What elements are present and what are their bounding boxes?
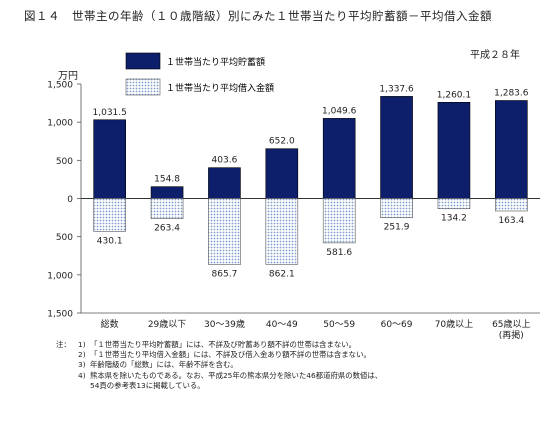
x-category-label: 40～49 bbox=[266, 320, 298, 330]
x-category-sublabel: (再掲) bbox=[499, 330, 524, 340]
year-label: 平成２８年 bbox=[470, 50, 520, 61]
savings-bar bbox=[150, 186, 184, 199]
borrowing-bar bbox=[380, 198, 413, 219]
savings-bar bbox=[208, 167, 241, 199]
y-tick-label: 1,500 bbox=[47, 81, 73, 91]
borrowing-value-label: 430.1 bbox=[97, 236, 123, 246]
savings-value-label: 1,337.6 bbox=[379, 84, 414, 94]
y-tick-label: 1,000 bbox=[47, 119, 73, 129]
borrowing-bar bbox=[150, 198, 184, 219]
savings-value-label: 652.0 bbox=[269, 137, 295, 147]
footnote-row: 3) 年齢階級の「総数」には、年齢不詳を含む。 bbox=[56, 360, 382, 370]
y-tick-label: 1,000 bbox=[47, 271, 73, 281]
chart-title: 図１４ 世帯主の年齢（１０歳階級）別にみた１世帯当たり平均貯蓄額－平均借入金額 bbox=[24, 9, 492, 23]
x-category-label: 29歳以下 bbox=[148, 318, 186, 330]
footnote-num bbox=[78, 381, 90, 391]
x-category-label: 30～39歳 bbox=[204, 318, 245, 330]
footnote-num: 1) bbox=[78, 340, 86, 349]
footnote-text: 熊本県を除いたものである。なお、平成25年の熊本県分を除いた46都道府県の数値は… bbox=[90, 370, 383, 380]
savings-bars bbox=[93, 96, 528, 199]
y-tick-label: 0 bbox=[67, 195, 73, 205]
savings-bar bbox=[265, 148, 299, 199]
x-category-label: 総数 bbox=[101, 318, 119, 330]
borrowing-value-label: 163.4 bbox=[498, 216, 524, 226]
footnote-row: 54頁の参考表13に掲載している。 bbox=[56, 381, 382, 391]
x-category-label: 60～69 bbox=[381, 320, 413, 330]
savings-bar bbox=[437, 102, 471, 199]
value-labels: 1,031.5 430.1 総数 154.8 263.4 29歳以下 403.6 865.7 3… bbox=[93, 84, 531, 340]
x-category-label: 50～59 bbox=[323, 320, 355, 330]
footnote-text: 「１世帯当たり平均貯蓄額」には、不詳及び貯蓄あり額不詳の世帯は含まない。 bbox=[90, 340, 357, 349]
savings-value-label: 1,283.6 bbox=[494, 89, 529, 99]
legend-borrowing-label: １世帯当たり平均借入金額 bbox=[166, 82, 274, 94]
savings-value-label: 1,260.1 bbox=[437, 90, 471, 100]
borrowing-value-label: 251.9 bbox=[384, 223, 410, 233]
borrowing-value-label: 134.2 bbox=[441, 214, 467, 224]
borrowing-bar bbox=[265, 198, 299, 265]
footnote-text: 「１世帯当たり平均借入金額」には、不詳及び借入金あり額不詳の世帯は含まない。 bbox=[90, 350, 371, 360]
savings-value-label: 403.6 bbox=[212, 156, 238, 166]
y-tick-label: 500 bbox=[56, 157, 73, 167]
legend: １世帯当たり平均貯蓄額 １世帯当たり平均借入金額 bbox=[125, 52, 274, 96]
bar-chart: 1,500 1,000 500 0 500 1,000 1,500 1,031.5 430.1… bbox=[47, 52, 540, 340]
borrowing-bar bbox=[437, 198, 471, 210]
footnote-num: 4) bbox=[78, 370, 86, 380]
y-tick-label: 1,500 bbox=[47, 310, 73, 320]
footnote-lead: 注： bbox=[56, 340, 71, 349]
savings-value-label: 154.8 bbox=[154, 175, 180, 185]
y-tick-label: 500 bbox=[56, 233, 73, 243]
savings-bar bbox=[380, 96, 413, 199]
legend-savings-label: １世帯当たり平均貯蓄額 bbox=[166, 56, 265, 68]
footnote-text: 54頁の参考表13に掲載している。 bbox=[90, 380, 205, 390]
footnote-row: 4) 熊本県を除いたものである。なお、平成25年の熊本県分を除いた46都道府県の… bbox=[56, 371, 382, 381]
borrowing-bar bbox=[208, 198, 241, 265]
x-category-label: 70歳以上 bbox=[435, 318, 473, 330]
legend-savings-swatch bbox=[125, 52, 161, 70]
savings-value-label: 1,049.6 bbox=[322, 106, 357, 116]
borrowing-value-label: 263.4 bbox=[154, 224, 180, 234]
footnotes: 注： 1) 「１世帯当たり平均貯蓄額」には、不詳及び貯蓄あり額不詳の世帯は含まな… bbox=[56, 340, 382, 391]
borrowing-bars bbox=[93, 198, 528, 265]
savings-value-label: 1,031.5 bbox=[93, 108, 127, 118]
borrowing-value-label: 865.7 bbox=[212, 270, 238, 280]
borrowing-bar bbox=[322, 198, 356, 244]
savings-bar bbox=[93, 119, 126, 199]
borrowing-value-label: 862.1 bbox=[269, 269, 295, 279]
borrowing-value-label: 581.6 bbox=[326, 248, 352, 258]
savings-bar bbox=[322, 118, 356, 199]
footnote-row: 注： 1) 「１世帯当たり平均貯蓄額」には、不詳及び貯蓄あり額不詳の世帯は含まな… bbox=[56, 340, 382, 350]
x-category-label: 65歳以上 bbox=[492, 318, 530, 330]
borrowing-bar bbox=[495, 198, 528, 212]
y-unit-label: 万円 bbox=[58, 71, 78, 82]
savings-bar bbox=[495, 100, 528, 199]
footnote-num: 3) bbox=[78, 360, 86, 370]
footnote-row: 2) 「１世帯当たり平均借入金額」には、不詳及び借入金あり額不詳の世帯は含まない… bbox=[56, 350, 382, 360]
legend-borrowing-swatch bbox=[125, 78, 161, 96]
footnote-num: 2) bbox=[78, 350, 86, 360]
footnote-text: 年齢階級の「総数」には、年齢不詳を含む。 bbox=[90, 360, 238, 370]
borrowing-bar bbox=[93, 198, 126, 232]
